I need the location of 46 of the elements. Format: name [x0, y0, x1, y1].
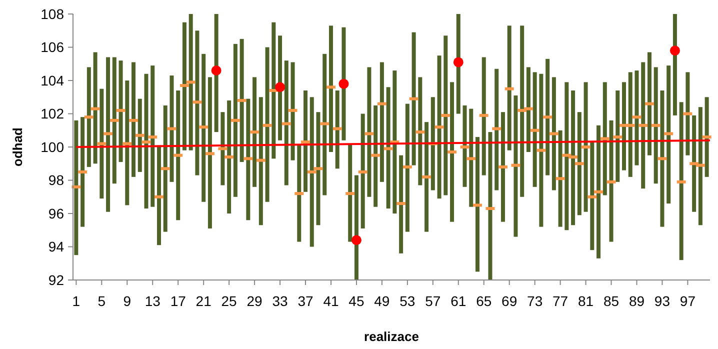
y-tick-label: 98 — [48, 172, 64, 188]
y-tick-label: 106 — [40, 39, 64, 56]
x-tick-label: 65 — [476, 293, 492, 309]
x-tick-label: 25 — [221, 293, 238, 309]
point — [211, 66, 222, 76]
x-tick-label: 45 — [348, 293, 364, 309]
x-tick-label: 77 — [552, 293, 568, 309]
x-tick-label: 29 — [246, 293, 263, 309]
bar — [672, 14, 677, 116]
bar — [354, 175, 358, 280]
x-tick-label: 17 — [170, 293, 186, 309]
y-tick-label: 92 — [48, 272, 64, 288]
x-tick-label: 5 — [98, 293, 106, 309]
y-tick-label: 104 — [40, 72, 64, 88]
y-tick-label: 96 — [48, 205, 64, 222]
y-tick-label: 100 — [40, 138, 64, 155]
x-tick-label: 33 — [272, 293, 288, 309]
y-axis-title: odhad — [10, 127, 25, 166]
x-tick-label: 9 — [123, 293, 132, 309]
x-tick-label: 57 — [425, 293, 441, 309]
x-tick-label: 93 — [654, 293, 670, 309]
x-tick-label: 1 — [72, 293, 80, 309]
x-tick-label: 49 — [374, 293, 390, 309]
x-tick-label: 89 — [628, 293, 645, 309]
x-tick-label: 53 — [400, 293, 416, 309]
x-axis-title: realizace — [364, 329, 419, 344]
point — [453, 57, 464, 68]
point — [275, 82, 286, 92]
y-tick-label: 102 — [40, 106, 64, 122]
y-tick-label: 94 — [48, 238, 64, 255]
x-tick-label: 69 — [502, 293, 518, 309]
x-tick-label: 81 — [578, 293, 594, 309]
x-tick-label: 85 — [603, 293, 620, 309]
x-tick-label: 21 — [196, 293, 212, 309]
point — [670, 46, 680, 56]
x-tick-label: 13 — [144, 293, 161, 309]
bar — [278, 36, 282, 140]
x-tick-label: 61 — [450, 293, 466, 309]
y-tick-label: 108 — [40, 6, 64, 22]
bar — [214, 14, 218, 132]
x-tick-label: 97 — [680, 293, 696, 309]
x-tick-label: 73 — [527, 293, 543, 309]
x-tick-label: 41 — [323, 293, 339, 309]
point — [351, 235, 362, 246]
x-tick-label: 37 — [298, 293, 314, 309]
point — [338, 78, 349, 89]
